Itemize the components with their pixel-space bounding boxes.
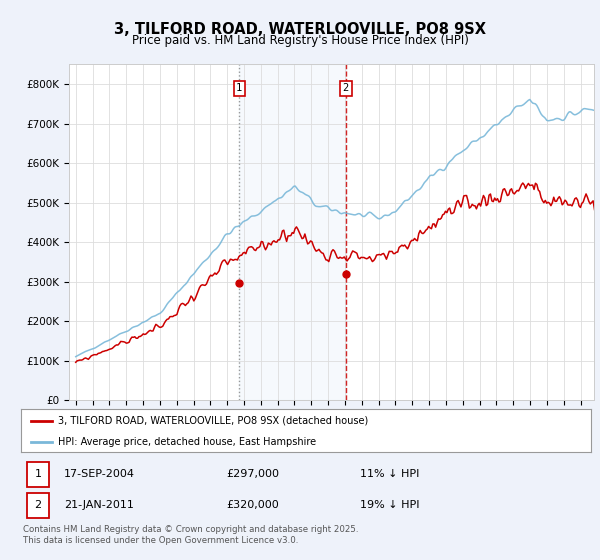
FancyBboxPatch shape [27,493,49,518]
Text: HPI: Average price, detached house, East Hampshire: HPI: Average price, detached house, East… [58,437,316,446]
Text: 11% ↓ HPI: 11% ↓ HPI [360,469,419,479]
Text: 3, TILFORD ROAD, WATERLOOVILLE, PO8 9SX (detached house): 3, TILFORD ROAD, WATERLOOVILLE, PO8 9SX … [58,416,368,426]
Text: £320,000: £320,000 [226,501,279,510]
Text: 17-SEP-2004: 17-SEP-2004 [64,469,135,479]
Text: 1: 1 [236,83,242,93]
Text: 2: 2 [343,83,349,93]
Text: 3, TILFORD ROAD, WATERLOOVILLE, PO8 9SX: 3, TILFORD ROAD, WATERLOOVILLE, PO8 9SX [114,22,486,38]
Text: Price paid vs. HM Land Registry's House Price Index (HPI): Price paid vs. HM Land Registry's House … [131,34,469,46]
Text: 19% ↓ HPI: 19% ↓ HPI [360,501,419,510]
FancyBboxPatch shape [27,462,49,487]
Text: 2: 2 [35,501,41,510]
Text: 1: 1 [35,469,41,479]
Text: Contains HM Land Registry data © Crown copyright and database right 2025.
This d: Contains HM Land Registry data © Crown c… [23,525,358,545]
Text: 21-JAN-2011: 21-JAN-2011 [64,501,134,510]
Text: £297,000: £297,000 [226,469,279,479]
Bar [239,64,346,400]
